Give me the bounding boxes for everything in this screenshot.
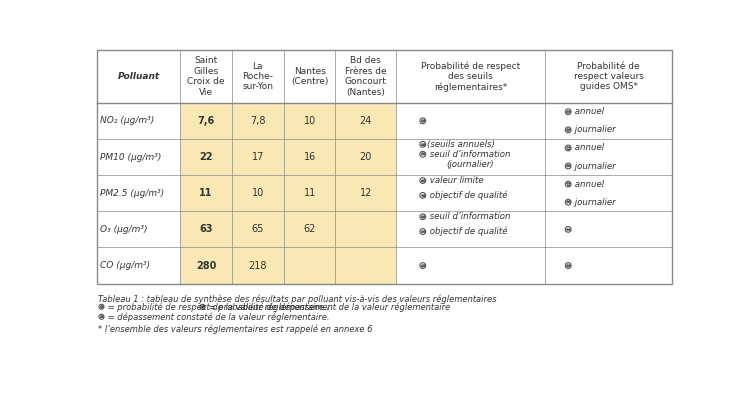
Text: journalier: journalier xyxy=(572,162,616,171)
Bar xyxy=(180,103,232,139)
Bar xyxy=(97,175,180,211)
Bar xyxy=(284,139,335,175)
Bar xyxy=(180,139,232,175)
Bar xyxy=(545,211,672,247)
Bar xyxy=(396,247,545,284)
Text: PM2.5 (µg/m³): PM2.5 (µg/m³) xyxy=(100,189,164,198)
Text: 7,6: 7,6 xyxy=(197,116,214,126)
Bar xyxy=(97,139,180,175)
Text: seuil d’information: seuil d’information xyxy=(427,212,511,221)
Bar xyxy=(284,103,335,139)
Bar xyxy=(232,175,284,211)
Text: 10: 10 xyxy=(304,116,316,126)
Text: Probabilité de
respect valeurs
guides OMS*: Probabilité de respect valeurs guides OM… xyxy=(574,61,644,91)
Text: NO₂ (µg/m³): NO₂ (µg/m³) xyxy=(100,116,154,125)
Bar xyxy=(545,103,672,139)
Text: 62: 62 xyxy=(304,225,316,234)
Text: CO (µg/m³): CO (µg/m³) xyxy=(100,261,150,270)
Text: = probabilité de respect de la valeur réglementaire ;: = probabilité de respect de la valeur ré… xyxy=(105,302,332,312)
Bar xyxy=(232,139,284,175)
Bar xyxy=(545,139,672,175)
Text: Polluant: Polluant xyxy=(118,72,160,81)
Text: 22: 22 xyxy=(200,152,213,162)
Text: Bd des
Frères de
Goncourt
(Nantes): Bd des Frères de Goncourt (Nantes) xyxy=(345,56,386,97)
Bar xyxy=(335,247,396,284)
Bar xyxy=(284,247,335,284)
Text: valeur limite: valeur limite xyxy=(427,176,484,185)
Bar xyxy=(284,50,335,103)
Bar xyxy=(180,247,232,284)
Text: 11: 11 xyxy=(200,188,213,198)
Bar xyxy=(232,247,284,284)
Bar xyxy=(180,175,232,211)
Bar xyxy=(180,211,232,247)
Text: PM10 (µg/m³): PM10 (µg/m³) xyxy=(100,152,161,162)
Text: Tableau 1 : tableau de synthèse des résultats par polluant vis-à-vis des valeurs: Tableau 1 : tableau de synthèse des résu… xyxy=(98,294,497,304)
Bar xyxy=(180,50,232,103)
Bar xyxy=(232,211,284,247)
Text: 10: 10 xyxy=(252,188,264,198)
Text: seuil d’information: seuil d’information xyxy=(427,150,511,159)
Bar xyxy=(396,50,545,103)
Text: 11: 11 xyxy=(304,188,316,198)
Text: 20: 20 xyxy=(359,152,372,162)
Text: = probabilité de dépassement de la valeur réglementaire: = probabilité de dépassement de la valeu… xyxy=(206,302,451,312)
Text: 12: 12 xyxy=(359,188,372,198)
Bar xyxy=(335,139,396,175)
Text: 280: 280 xyxy=(196,260,216,271)
Text: objectif de qualité: objectif de qualité xyxy=(427,227,508,236)
Bar xyxy=(396,103,545,139)
Text: * l’ensemble des valeurs réglementaires est rappelé en annexe 6: * l’ensemble des valeurs réglementaires … xyxy=(98,325,373,334)
Text: (journalier): (journalier) xyxy=(447,160,494,169)
Bar xyxy=(396,175,545,211)
Text: Saint
Gilles
Croix de
Vie: Saint Gilles Croix de Vie xyxy=(188,56,225,97)
Text: Probabilité de respect
des seuils
réglementaires*: Probabilité de respect des seuils réglem… xyxy=(421,61,520,92)
Text: annuel: annuel xyxy=(572,143,604,152)
Text: 63: 63 xyxy=(200,225,213,234)
Text: Nantes
(Centre): Nantes (Centre) xyxy=(291,67,328,86)
Bar xyxy=(97,247,180,284)
Text: = dépassement constaté de la valeur réglementaire.: = dépassement constaté de la valeur régl… xyxy=(105,312,330,322)
Text: journalier: journalier xyxy=(572,125,616,134)
Text: (seuils annuels): (seuils annuels) xyxy=(427,140,495,149)
Text: annuel: annuel xyxy=(572,180,604,189)
Bar xyxy=(284,211,335,247)
Bar xyxy=(97,50,180,103)
Text: 218: 218 xyxy=(248,260,267,271)
Text: O₃ (µg/m³): O₃ (µg/m³) xyxy=(100,225,148,234)
Bar xyxy=(335,211,396,247)
Text: 7,8: 7,8 xyxy=(250,116,266,126)
Text: annuel: annuel xyxy=(572,107,604,116)
Bar xyxy=(284,175,335,211)
Bar xyxy=(97,211,180,247)
Bar xyxy=(232,50,284,103)
Text: 16: 16 xyxy=(304,152,316,162)
Text: journalier: journalier xyxy=(572,198,616,207)
Bar xyxy=(97,103,180,139)
Bar xyxy=(232,103,284,139)
Bar xyxy=(545,50,672,103)
Text: 24: 24 xyxy=(359,116,372,126)
Bar xyxy=(396,139,545,175)
Bar xyxy=(335,103,396,139)
Text: 65: 65 xyxy=(252,225,264,234)
Text: 17: 17 xyxy=(252,152,264,162)
Bar xyxy=(335,175,396,211)
Bar xyxy=(545,175,672,211)
Bar xyxy=(545,247,672,284)
Text: objectif de qualité: objectif de qualité xyxy=(427,191,508,200)
Bar xyxy=(97,50,672,284)
Bar xyxy=(335,50,396,103)
Bar xyxy=(396,211,545,247)
Text: La
Roche-
sur-Yon: La Roche- sur-Yon xyxy=(242,61,273,91)
